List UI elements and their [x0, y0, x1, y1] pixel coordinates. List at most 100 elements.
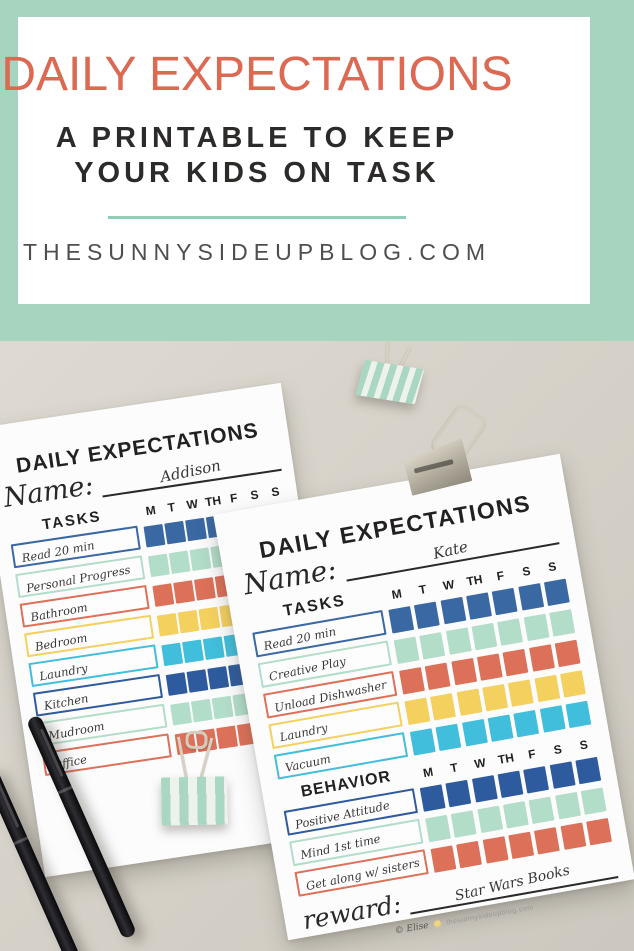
- day-square: [156, 612, 179, 637]
- day-square: [388, 605, 415, 634]
- blog-url: THESUNNYSIDEUPBLOG.COM: [22, 238, 492, 265]
- binder-clip-silver: [404, 402, 498, 493]
- day-square: [177, 609, 200, 633]
- day-square: [491, 587, 518, 615]
- day-square: [528, 796, 555, 824]
- day-square: [152, 582, 175, 607]
- day-square: [450, 809, 477, 838]
- day-square: [198, 606, 221, 630]
- day-square: [476, 652, 503, 681]
- day-square: [419, 631, 446, 659]
- day-square: [502, 800, 529, 829]
- day-label: M: [390, 586, 403, 602]
- day-label: S: [249, 487, 260, 503]
- day-square: [189, 546, 212, 571]
- day-square: [476, 805, 503, 833]
- day-square: [173, 579, 195, 604]
- day-square: [539, 704, 566, 733]
- day-label: TH: [204, 493, 222, 510]
- day-square: [554, 791, 581, 819]
- day-square: [575, 756, 602, 784]
- clip-wire: [185, 730, 208, 750]
- day-label: M: [422, 764, 435, 781]
- day-square: [170, 701, 192, 726]
- day-square: [508, 831, 535, 859]
- binder-clip-mint-top: [351, 341, 438, 416]
- day-label: F: [527, 746, 537, 762]
- name-handwritten: Kate: [431, 537, 470, 563]
- day-square: [502, 648, 529, 676]
- day-square: [497, 770, 524, 798]
- task-label-handwritten: Laundry: [278, 720, 329, 745]
- sun-icon: ✸: [431, 916, 444, 932]
- task-label-handwritten: Mind 1st time: [299, 831, 382, 863]
- task-label-handwritten: Read 20 min: [262, 624, 338, 654]
- day-square: [554, 639, 581, 667]
- day-label: T: [449, 760, 459, 776]
- day-square: [565, 700, 592, 728]
- day-square: [513, 709, 540, 737]
- day-label: TH: [465, 572, 484, 589]
- task-label-handwritten: Vacuum: [283, 751, 332, 775]
- banner-subtitle-line2: YOUR KIDS ON TASK: [74, 157, 440, 190]
- banner-title: DAILY EXPECTATIONS: [1, 48, 513, 101]
- day-label: T: [166, 499, 177, 515]
- copyright-credit: © Elise: [394, 920, 430, 937]
- day-square: [186, 668, 209, 693]
- day-square: [497, 617, 524, 646]
- task-label-handwritten: Kitchen: [42, 691, 90, 714]
- task-label-handwritten: Creative Play: [267, 653, 347, 684]
- photo-area: DAILY EXPECTATIONS Name: Addison TASKS M…: [0, 341, 634, 951]
- day-square: [190, 698, 213, 722]
- day-square: [168, 550, 191, 574]
- day-square: [419, 783, 446, 812]
- binder-clip-mint-bottom: [152, 730, 242, 837]
- day-square: [211, 695, 234, 719]
- day-label: W: [441, 577, 456, 593]
- day-square: [430, 692, 457, 721]
- day-square: [528, 643, 555, 672]
- header-banner: DAILY EXPECTATIONS A PRINTABLE TO KEEP Y…: [0, 0, 634, 341]
- day-square: [193, 576, 216, 601]
- footer-url: thesunnysideupblog.com: [445, 903, 535, 926]
- day-square: [430, 844, 457, 873]
- day-square: [523, 613, 550, 641]
- day-square: [440, 596, 466, 624]
- day-square: [549, 608, 576, 637]
- banner-subtitle-line1: A PRINTABLE TO KEEP: [55, 122, 459, 154]
- clip-body: [160, 776, 228, 826]
- day-square: [549, 760, 576, 789]
- day-square: [165, 671, 188, 696]
- day-square: [580, 786, 607, 815]
- day-square: [471, 622, 498, 650]
- day-square: [560, 822, 586, 850]
- day-square: [456, 688, 483, 716]
- day-square: [207, 665, 230, 690]
- task-label-handwritten: Bedroom: [33, 630, 89, 654]
- day-square: [404, 697, 431, 725]
- day-label: S: [552, 741, 563, 758]
- day-square: [466, 591, 492, 620]
- task-label-handwritten: Mudroom: [47, 718, 106, 743]
- day-label: S: [578, 737, 589, 753]
- day-square: [445, 626, 472, 655]
- day-label: W: [185, 496, 199, 513]
- day-square: [424, 662, 451, 690]
- day-square: [586, 817, 612, 845]
- day-square: [534, 674, 560, 702]
- day-square: [425, 814, 451, 842]
- name-handwritten: Addison: [158, 456, 223, 487]
- clip-body: [355, 359, 425, 405]
- day-square: [534, 826, 560, 855]
- day-square: [435, 723, 462, 751]
- day-label: F: [229, 490, 239, 506]
- task-label-handwritten: Bathroom: [29, 600, 89, 625]
- day-square: [471, 774, 498, 803]
- day-square: [543, 578, 570, 606]
- day-square: [393, 636, 420, 664]
- day-square: [482, 835, 509, 864]
- day-square: [461, 718, 488, 746]
- day-square: [414, 600, 441, 629]
- day-square: [445, 779, 472, 807]
